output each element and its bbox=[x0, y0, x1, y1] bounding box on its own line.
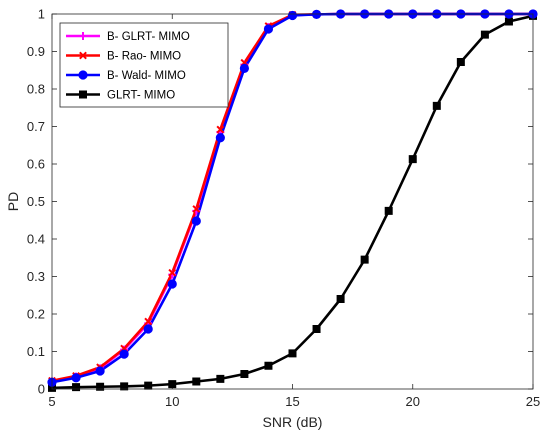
y-tick-label: 1 bbox=[38, 7, 45, 22]
series-2-point bbox=[192, 205, 201, 213]
y-tick-label: 0.3 bbox=[27, 269, 45, 284]
series-4-point bbox=[336, 295, 345, 303]
series-4-point bbox=[120, 382, 129, 391]
y-axis-label: PD bbox=[5, 192, 21, 211]
series-3-point bbox=[119, 349, 129, 359]
series-3-point bbox=[95, 366, 105, 376]
series-markers bbox=[47, 9, 538, 392]
series-4-point bbox=[240, 370, 249, 378]
y-tick-label: 0.7 bbox=[27, 119, 45, 134]
series-4-point bbox=[216, 374, 225, 383]
x-tick-label: 5 bbox=[48, 394, 55, 409]
series-4-point bbox=[96, 382, 105, 391]
legend-marker-3 bbox=[78, 70, 88, 80]
y-tick-label: 0.8 bbox=[27, 82, 45, 97]
y-tick-label: 0.5 bbox=[27, 194, 45, 209]
legend-marker-2 bbox=[79, 51, 87, 60]
x-tick-label: 20 bbox=[406, 394, 420, 409]
series-4-point bbox=[504, 17, 513, 26]
series-4-point bbox=[144, 381, 153, 390]
series-3-point bbox=[239, 63, 249, 73]
series-4-point bbox=[312, 325, 321, 333]
series-2-point bbox=[216, 125, 225, 134]
legend-entry-label: GLRT- MIMO bbox=[107, 90, 175, 102]
series-4-point bbox=[456, 58, 465, 66]
y-tick-label: 0.1 bbox=[27, 344, 45, 359]
legend-marker-4 bbox=[79, 90, 87, 99]
legend: B- GLRT- MIMO B- Rao- MIMO B- Wald- MIMO GL… bbox=[59, 22, 229, 108]
series-4-point bbox=[480, 30, 489, 39]
y-tick-label: 0 bbox=[38, 382, 45, 397]
series-4-point bbox=[264, 361, 273, 370]
x-tick-label: 10 bbox=[165, 394, 179, 409]
series-3-point bbox=[191, 216, 201, 226]
series-3-point bbox=[263, 24, 274, 34]
series-4-point bbox=[408, 155, 417, 164]
x-tick-label: 15 bbox=[285, 394, 299, 409]
series-4-point bbox=[192, 377, 201, 386]
axis-ticks: 5 10 15 20 25 0 0.1 0.2 0.3 0.4 0.5 0.6 0.7 0.8 0.9 1 bbox=[27, 7, 540, 410]
series-2-point bbox=[168, 268, 177, 277]
series-3-point bbox=[143, 324, 153, 334]
legend-entry-label: B- GLRT- MIMO bbox=[107, 31, 190, 43]
y-tick-label: 0.9 bbox=[27, 44, 45, 59]
series-4-point bbox=[288, 349, 297, 358]
plot-frame bbox=[51, 13, 534, 390]
series-3-point bbox=[287, 10, 298, 21]
series-2-point bbox=[144, 317, 153, 326]
legend-entry-label: B- Rao- MIMO bbox=[107, 51, 181, 63]
legend-marker-1 bbox=[79, 32, 87, 40]
series-4-point bbox=[168, 380, 177, 389]
series-4-point bbox=[360, 255, 369, 264]
series-4-point bbox=[384, 206, 393, 215]
x-tick-label: 25 bbox=[526, 394, 540, 409]
legend-entry-label: B- Wald- MIMO bbox=[107, 70, 186, 82]
series-3-point bbox=[71, 373, 81, 383]
x-axis-label: SNR (dB) bbox=[263, 414, 323, 430]
series-3-point bbox=[167, 279, 177, 289]
series-4-point bbox=[72, 383, 81, 392]
series-3-point bbox=[215, 133, 225, 143]
y-tick-label: 0.4 bbox=[27, 232, 45, 247]
series-4-point bbox=[432, 101, 441, 110]
y-tick-label: 0.6 bbox=[27, 157, 45, 172]
y-tick-label: 0.2 bbox=[27, 307, 45, 322]
